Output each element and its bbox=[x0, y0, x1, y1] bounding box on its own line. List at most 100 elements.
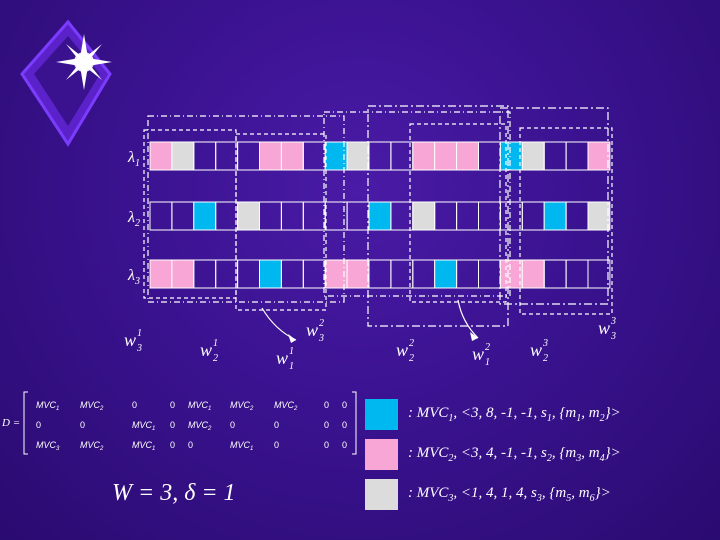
arrow-head bbox=[288, 334, 296, 343]
cell-empty bbox=[302, 201, 326, 231]
cell-empty bbox=[412, 259, 436, 289]
cell-mvc2 bbox=[346, 259, 370, 289]
svg-text:3: 3 bbox=[610, 331, 616, 342]
cell-empty bbox=[368, 141, 392, 171]
cell-empty bbox=[215, 141, 239, 171]
row-lambda1: λ1 bbox=[127, 141, 611, 171]
svg-text:3: 3 bbox=[136, 343, 142, 354]
svg-text:w: w bbox=[598, 318, 610, 338]
matrix-cell: 0 bbox=[170, 440, 175, 450]
cell-empty bbox=[259, 201, 282, 231]
row-label: λ2 bbox=[127, 209, 140, 229]
cell-empty bbox=[215, 259, 239, 289]
window-box bbox=[147, 115, 345, 303]
svg-text:w: w bbox=[306, 320, 318, 340]
matrix-cell: 0 bbox=[274, 420, 279, 430]
lambda-rows: λ1 λ2 λ3 bbox=[127, 141, 611, 289]
matrix-cell: 0 bbox=[170, 420, 175, 430]
matrix-cell: 0 bbox=[80, 420, 85, 430]
window-label-w2_1: w 1 2 bbox=[200, 338, 218, 364]
window-boxes bbox=[143, 105, 613, 343]
svg-text:1: 1 bbox=[137, 328, 142, 339]
matrix-cell: MVC3 bbox=[36, 440, 60, 452]
matrix-cell: 0 bbox=[230, 420, 235, 430]
svg-text:2: 2 bbox=[319, 318, 324, 329]
cell-mvc3 bbox=[346, 141, 370, 171]
cell-mvc3 bbox=[237, 201, 261, 231]
window-label-w2_3: w 3 2 bbox=[530, 338, 548, 364]
cell-empty bbox=[478, 259, 501, 289]
cell-mvc2 bbox=[149, 259, 173, 289]
cell-empty bbox=[434, 201, 458, 231]
matrix-cell: 0 bbox=[324, 400, 329, 410]
window-label-w3_1: w 1 3 bbox=[124, 328, 142, 354]
matrix-cell: MVC2 bbox=[80, 400, 104, 412]
row-label: λ1 bbox=[127, 149, 140, 169]
legend-item-mvc3: : MVC3, <1, 4, 1, 4, s3, {m5, m6}> bbox=[365, 478, 611, 510]
cell-empty bbox=[587, 259, 611, 289]
legend-text: : MVC3, <1, 4, 1, 4, s3, {m5, m6}> bbox=[408, 484, 611, 504]
arrow-head bbox=[470, 332, 478, 341]
cell-mvc2 bbox=[456, 141, 480, 171]
window-labels: w 13 w 12 w 11w 23w 22 w 21w 32w 33 bbox=[124, 316, 616, 372]
cell-mvc3 bbox=[171, 141, 195, 171]
svg-text:2: 2 bbox=[543, 353, 548, 364]
cell-empty bbox=[565, 259, 589, 289]
matrix-cell: 0 bbox=[274, 440, 279, 450]
matrix-cell: MVC2 bbox=[230, 400, 254, 412]
window-label-w3_3: w 3 3 bbox=[598, 316, 616, 342]
matrix-cell: MVC2 bbox=[80, 440, 104, 452]
matrix-cell: 0 bbox=[132, 400, 137, 410]
cell-mvc2 bbox=[280, 141, 304, 171]
cell-mvc1 bbox=[368, 201, 392, 231]
row-lambda2: λ2 bbox=[127, 201, 611, 231]
cell-empty bbox=[368, 259, 392, 289]
svg-text:1: 1 bbox=[289, 346, 294, 357]
window-box bbox=[323, 111, 511, 297]
svg-text:2: 2 bbox=[409, 338, 414, 349]
cell-mvc1 bbox=[193, 201, 217, 231]
legend-item-mvc1: : MVC1, <3, 8, -1, -1, s1, {m1, m2}> bbox=[365, 398, 621, 430]
matrix-cell: 0 bbox=[36, 420, 41, 430]
cell-mvc2 bbox=[149, 141, 173, 171]
cell-empty bbox=[543, 259, 567, 289]
matrix-cell: MVC1 bbox=[36, 400, 59, 412]
window-box bbox=[235, 133, 327, 311]
cell-mvc1 bbox=[259, 259, 282, 289]
row-label: λ3 bbox=[127, 267, 140, 287]
row-lambda3: λ3 bbox=[127, 259, 611, 289]
matrix-cell: MVC1 bbox=[230, 440, 253, 452]
legend-swatch bbox=[365, 398, 398, 430]
cell-empty bbox=[346, 201, 370, 231]
cell-mvc2 bbox=[499, 259, 523, 289]
cell-empty bbox=[215, 201, 239, 231]
svg-text:w: w bbox=[396, 340, 408, 360]
cell-empty bbox=[499, 201, 523, 231]
cell-mvc3 bbox=[412, 201, 436, 231]
svg-text:3: 3 bbox=[542, 338, 548, 349]
legend-text: : MVC2, <3, 4, -1, -1, s2, {m3, m4}> bbox=[408, 444, 621, 464]
parameters-equation: W = 3, δ = 1 bbox=[112, 480, 236, 506]
cell-empty bbox=[565, 201, 589, 231]
cell-mvc1 bbox=[543, 201, 567, 231]
svg-text:w: w bbox=[472, 344, 484, 364]
svg-text:3: 3 bbox=[610, 316, 616, 327]
cell-empty bbox=[456, 259, 480, 289]
matrix-cell: 0 bbox=[324, 420, 329, 430]
star-logo-icon bbox=[20, 19, 112, 147]
cell-empty bbox=[237, 141, 261, 171]
cell-empty bbox=[237, 259, 261, 289]
cell-empty bbox=[565, 141, 589, 171]
cell-mvc3 bbox=[521, 141, 545, 171]
matrix-cell: MVC2 bbox=[274, 400, 298, 412]
window-label-w2_2: w 2 2 bbox=[396, 338, 414, 364]
matrix-cell: 0 bbox=[342, 400, 347, 410]
cell-mvc2 bbox=[171, 259, 195, 289]
cell-empty bbox=[521, 201, 545, 231]
svg-text:3: 3 bbox=[318, 333, 324, 344]
window-label-w1_1: w 1 1 bbox=[276, 346, 294, 372]
svg-text:2: 2 bbox=[409, 353, 414, 364]
svg-text:w: w bbox=[276, 348, 288, 368]
matrix-cell: MVC1 bbox=[132, 420, 155, 432]
legend-swatch bbox=[365, 438, 398, 470]
